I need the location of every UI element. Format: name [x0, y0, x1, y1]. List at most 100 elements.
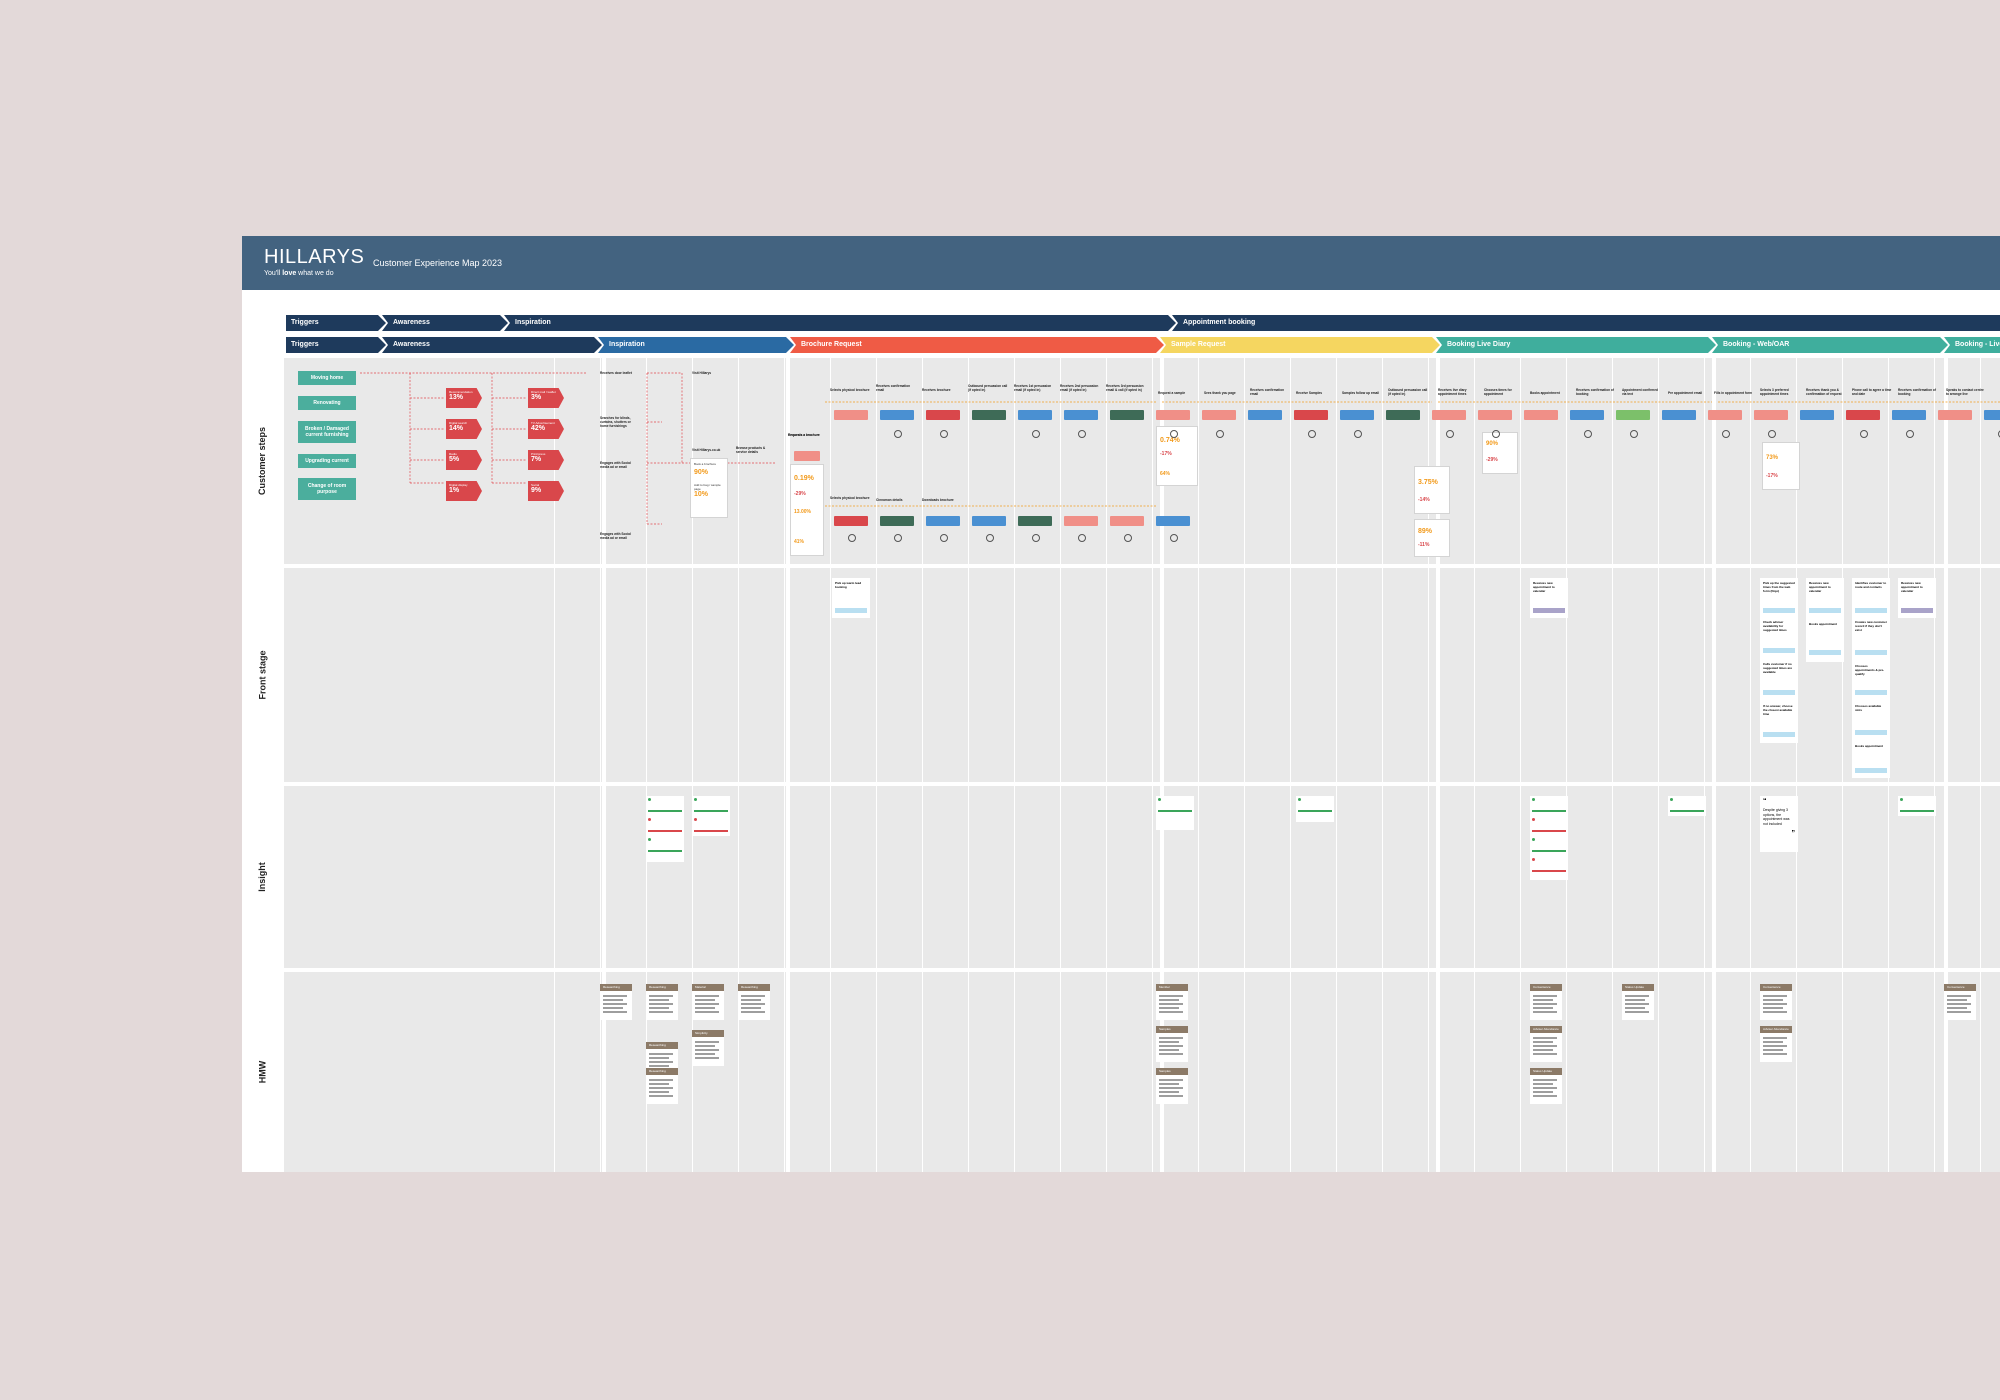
channel-chip [1754, 410, 1788, 420]
hmw-text-line [649, 999, 669, 1001]
hmw-tag: Convenience [1944, 984, 1976, 991]
front-chip [1855, 608, 1887, 613]
clock-icon [848, 534, 856, 542]
clock-icon [894, 430, 902, 438]
channel-chip [1616, 410, 1650, 420]
phase-inspiration-top: Inspiration [504, 315, 1176, 331]
clock-icon [1584, 430, 1592, 438]
hmw-text-line [695, 1057, 719, 1059]
hmw-text-line [1763, 1049, 1783, 1051]
step-social-ad-2: Engages with Social media ad or email [600, 532, 631, 540]
clock-icon [940, 430, 948, 438]
channel-chip [1892, 410, 1926, 420]
hmw-text-line [695, 995, 719, 997]
step-receives-confirmation: Receives confirmation email [876, 384, 911, 392]
hmw-text-line [1533, 1079, 1557, 1081]
insight-card [692, 796, 730, 836]
front-chip [1763, 690, 1795, 695]
hmw-text-line [1947, 1011, 1971, 1013]
channel-chip [1294, 410, 1328, 420]
hmw-tag: Material [692, 984, 724, 991]
status-dot [648, 818, 651, 821]
hmw-text-line [649, 1053, 673, 1055]
hmw-text-line [1159, 1079, 1183, 1081]
hmw-text-line [695, 999, 715, 1001]
column-divider [1796, 358, 1797, 1172]
front-chip [1855, 768, 1887, 773]
step-booking-confirmation-2: Receives confirmation of booking [1898, 388, 1936, 396]
hmw-tag: Researching [738, 984, 770, 991]
column-divider [1060, 358, 1061, 1172]
front-chip [835, 608, 867, 613]
step-pre-appointment-email: Pre appointment email [1668, 391, 1703, 395]
header-bar: HILLARYS You'll love what we do Customer… [242, 236, 2000, 290]
hmw-text-line [695, 1007, 715, 1009]
step-sample-outbound-call: Outbound persuasion call (if opted in) [1388, 388, 1428, 396]
channel-chip [1064, 516, 1098, 526]
trigger-renovating: Renovating [298, 396, 356, 410]
insight-underline [648, 830, 682, 832]
insight-underline [648, 850, 682, 852]
hmw-text-line [1763, 1041, 1783, 1043]
step-cinnamon-details: Cinnamon details [876, 498, 903, 502]
clock-icon [1032, 534, 1040, 542]
step-selects-physical-brochure: Selects physical brochure [830, 388, 870, 392]
hmw-card: Adviser Attendance [1760, 1026, 1792, 1062]
hmw-card: Researching [646, 1068, 678, 1104]
column-divider [692, 358, 693, 1172]
step-thank-you-request: Receives thank you & confirmation of req… [1806, 388, 1842, 396]
web-oar-stats-card: 73% -17% [1762, 442, 1800, 490]
inspiration-stats-card: Book a brochure 90% Add to bag / sample … [690, 458, 728, 518]
channel-chip [1110, 410, 1144, 420]
column-divider [1520, 358, 1521, 1172]
hmw-text-line [1159, 1053, 1183, 1055]
hmw-tag: Researching [646, 1068, 678, 1075]
step-visit-hillarys: Visit Hillarys [692, 371, 712, 375]
hmw-text-line [1625, 999, 1645, 1001]
status-dot [694, 798, 697, 801]
hmw-tag: Adviser Attendance [1530, 1026, 1562, 1033]
front-web-oar-4: Receives new appointment to calendar [1898, 578, 1936, 618]
column-divider [1244, 358, 1245, 1172]
column-divider [922, 358, 923, 1172]
front-warm-lead: Pick up warm lead booking [832, 578, 870, 618]
front-new-appointment: Receives new appointment to calendar [1530, 578, 1568, 618]
hmw-text-line [649, 995, 673, 997]
hmw-tag: Convenience [1760, 984, 1792, 991]
hmw-text-line [649, 1057, 669, 1059]
column-divider [784, 358, 785, 1172]
step-thank-you-page: Sees thank you page [1204, 391, 1236, 395]
hmw-tag: Samples [1156, 1026, 1188, 1033]
quote-close-icon: ” [1791, 830, 1796, 837]
column-divider [1474, 358, 1475, 1172]
brochure-request-button [794, 451, 820, 461]
clock-icon [1216, 430, 1224, 438]
hmw-text-line [1533, 1007, 1553, 1009]
trigger-change-of-room: Change of room purpose [298, 478, 356, 500]
trigger-moving-home: Moving home [298, 371, 356, 385]
phase-triggers: Triggers [286, 337, 386, 353]
hmw-tag: Status Update [1530, 1068, 1562, 1075]
diary-stats-card-2: 89% -11% [1414, 519, 1450, 557]
step-sample-confirmation: Receives confirmation email [1250, 388, 1285, 396]
phase-triggers-top: Triggers [286, 315, 386, 331]
step-receives-door-leaflet: Receives door leaflet [600, 371, 632, 375]
hmw-text-line [1159, 1095, 1183, 1097]
hmw-card: Convenience [1760, 984, 1792, 1020]
column-divider [600, 358, 601, 1172]
hmw-text-line [649, 1095, 673, 1097]
insight-underline [1532, 870, 1566, 872]
status-dot [648, 838, 651, 841]
hmw-card: Adviser Attendance [1530, 1026, 1562, 1062]
step-receives-brochure: Receives brochure [922, 388, 951, 392]
hmw-text-line [741, 1003, 765, 1005]
hmw-text-line [1533, 1087, 1557, 1089]
clock-icon [894, 534, 902, 542]
awareness-radio: Radio 5% [446, 450, 482, 470]
channel-chip [1340, 410, 1374, 420]
hmw-tag: Researching [600, 984, 632, 991]
step-selects-physical-brochure-2: Selects physical brochure [830, 496, 870, 500]
hmw-card: Researching [600, 984, 632, 1020]
phase-booking-live-diary: Booking Live Diary [1436, 337, 1716, 353]
column-divider [554, 358, 555, 1172]
